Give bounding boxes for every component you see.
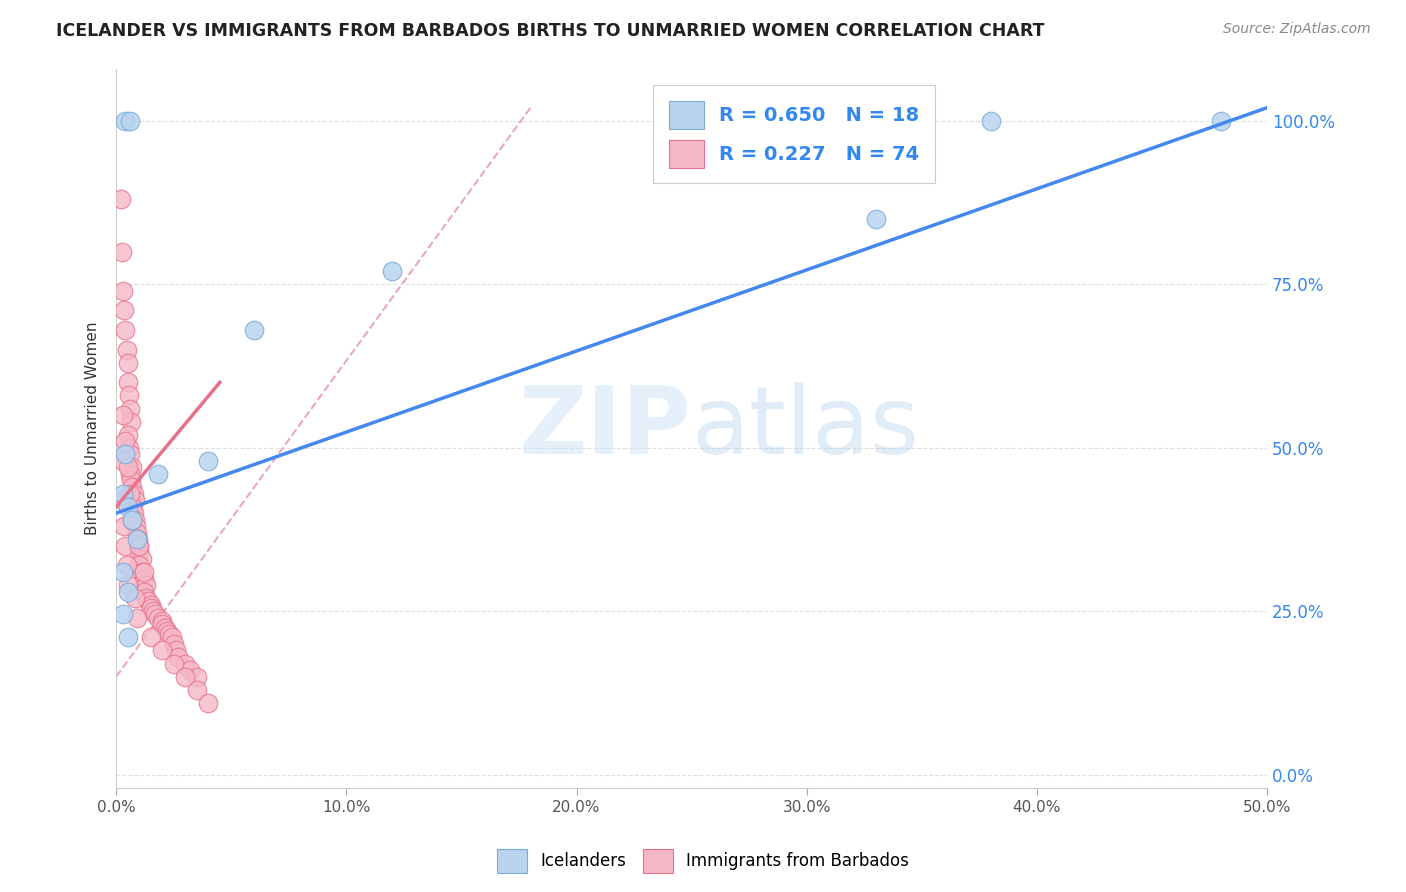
Point	[112, 493, 135, 508]
Point	[124, 513, 146, 527]
Point	[121, 500, 143, 514]
Point	[128, 558, 150, 573]
Point	[865, 211, 887, 226]
Point	[165, 643, 187, 657]
Point	[120, 474, 142, 488]
Point	[112, 284, 135, 298]
Point	[117, 631, 139, 645]
Point	[124, 591, 146, 606]
Point	[112, 607, 135, 622]
Point	[381, 264, 404, 278]
Point	[131, 565, 153, 579]
Point	[125, 611, 148, 625]
Point	[120, 401, 142, 416]
Point	[146, 467, 169, 481]
Point	[111, 244, 134, 259]
Point	[186, 670, 208, 684]
Point	[980, 113, 1002, 128]
Point	[138, 594, 160, 608]
Text: ICELANDER VS IMMIGRANTS FROM BARBADOS BIRTHS TO UNMARRIED WOMEN CORRELATION CHAR: ICELANDER VS IMMIGRANTS FROM BARBADOS BI…	[56, 22, 1045, 40]
Point	[157, 627, 180, 641]
Point	[174, 657, 197, 671]
Point	[122, 506, 145, 520]
Point	[153, 621, 176, 635]
Text: Source: ZipAtlas.com: Source: ZipAtlas.com	[1223, 22, 1371, 37]
Point	[127, 533, 149, 547]
Point	[120, 415, 142, 429]
Point	[132, 572, 155, 586]
Point	[114, 113, 136, 128]
Legend: R = 0.650   N = 18, R = 0.227   N = 74: R = 0.650 N = 18, R = 0.227 N = 74	[654, 86, 935, 183]
Point	[132, 584, 155, 599]
Point	[145, 607, 167, 622]
Point	[146, 611, 169, 625]
Point	[128, 539, 150, 553]
Point	[117, 578, 139, 592]
Point	[117, 500, 139, 514]
Point	[114, 323, 136, 337]
Point	[117, 584, 139, 599]
Point	[128, 545, 150, 559]
Point	[125, 533, 148, 547]
Point	[139, 631, 162, 645]
Point	[112, 408, 135, 422]
Point	[139, 598, 162, 612]
Point	[142, 604, 165, 618]
Text: ZIP: ZIP	[519, 382, 692, 475]
Point	[125, 519, 148, 533]
Point	[117, 376, 139, 390]
Point	[112, 565, 135, 579]
Text: atlas: atlas	[692, 382, 920, 475]
Point	[197, 454, 219, 468]
Point	[243, 323, 266, 337]
Point	[167, 650, 190, 665]
Point	[197, 696, 219, 710]
Point	[112, 454, 135, 468]
Point	[163, 657, 186, 671]
Point	[121, 513, 143, 527]
Point	[121, 513, 143, 527]
Point	[118, 388, 141, 402]
Point	[1209, 113, 1232, 128]
Point	[117, 356, 139, 370]
Point	[120, 486, 142, 500]
Point	[112, 486, 135, 500]
Point	[160, 631, 183, 645]
Point	[115, 343, 138, 357]
Point	[139, 601, 162, 615]
Point	[114, 447, 136, 461]
Point	[131, 552, 153, 566]
Point	[115, 558, 138, 573]
Legend: Icelanders, Immigrants from Barbados: Icelanders, Immigrants from Barbados	[491, 842, 915, 880]
Point	[128, 539, 150, 553]
Point	[117, 427, 139, 442]
Point	[118, 441, 141, 455]
Point	[135, 591, 157, 606]
Point	[112, 303, 135, 318]
Point	[120, 467, 142, 481]
Point	[125, 525, 148, 540]
Point	[120, 113, 142, 128]
Point	[163, 637, 186, 651]
Point	[150, 617, 173, 632]
Point	[150, 643, 173, 657]
Point	[135, 578, 157, 592]
Point	[120, 447, 142, 461]
Point	[121, 460, 143, 475]
Point	[174, 670, 197, 684]
Point	[117, 460, 139, 475]
Point	[121, 480, 143, 494]
Point	[150, 614, 173, 628]
Point	[114, 539, 136, 553]
Point	[179, 663, 201, 677]
Y-axis label: Births to Unmarried Women: Births to Unmarried Women	[86, 321, 100, 535]
Point	[132, 565, 155, 579]
Point	[114, 434, 136, 449]
Point	[112, 519, 135, 533]
Point	[156, 624, 179, 638]
Point	[122, 486, 145, 500]
Point	[186, 682, 208, 697]
Point	[110, 192, 132, 206]
Point	[124, 493, 146, 508]
